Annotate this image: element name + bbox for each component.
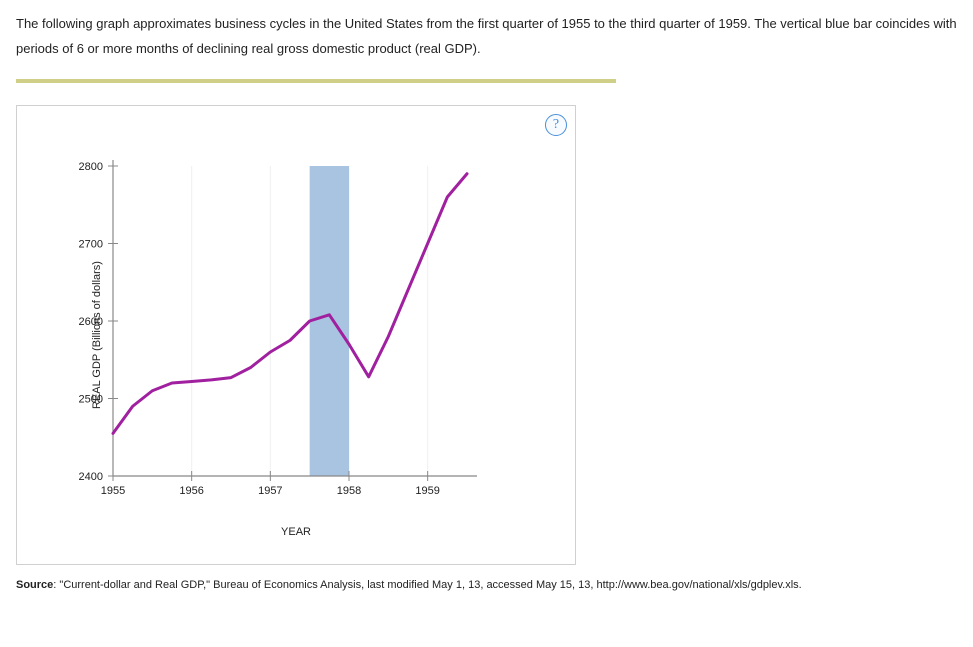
svg-text:1955: 1955: [101, 485, 125, 497]
svg-text:2400: 2400: [79, 471, 103, 483]
source-citation: Source: "Current-dollar and Real GDP," B…: [16, 579, 957, 591]
y-axis-label: REAL GDP (Billions of dollars): [91, 261, 103, 409]
svg-text:2800: 2800: [79, 161, 103, 173]
chart-panel: ? 24002500260027002800195519561957195819…: [16, 105, 576, 565]
x-axis-label: YEAR: [281, 526, 311, 538]
source-text: : "Current-dollar and Real GDP," Bureau …: [53, 579, 801, 591]
intro-paragraph: The following graph approximates busines…: [16, 12, 957, 61]
svg-text:2700: 2700: [79, 239, 103, 251]
svg-text:1956: 1956: [179, 485, 203, 497]
svg-text:1958: 1958: [337, 485, 361, 497]
divider-rule: [16, 79, 616, 83]
svg-text:1959: 1959: [415, 485, 439, 497]
svg-text:1957: 1957: [258, 485, 282, 497]
source-label: Source: [16, 579, 53, 591]
